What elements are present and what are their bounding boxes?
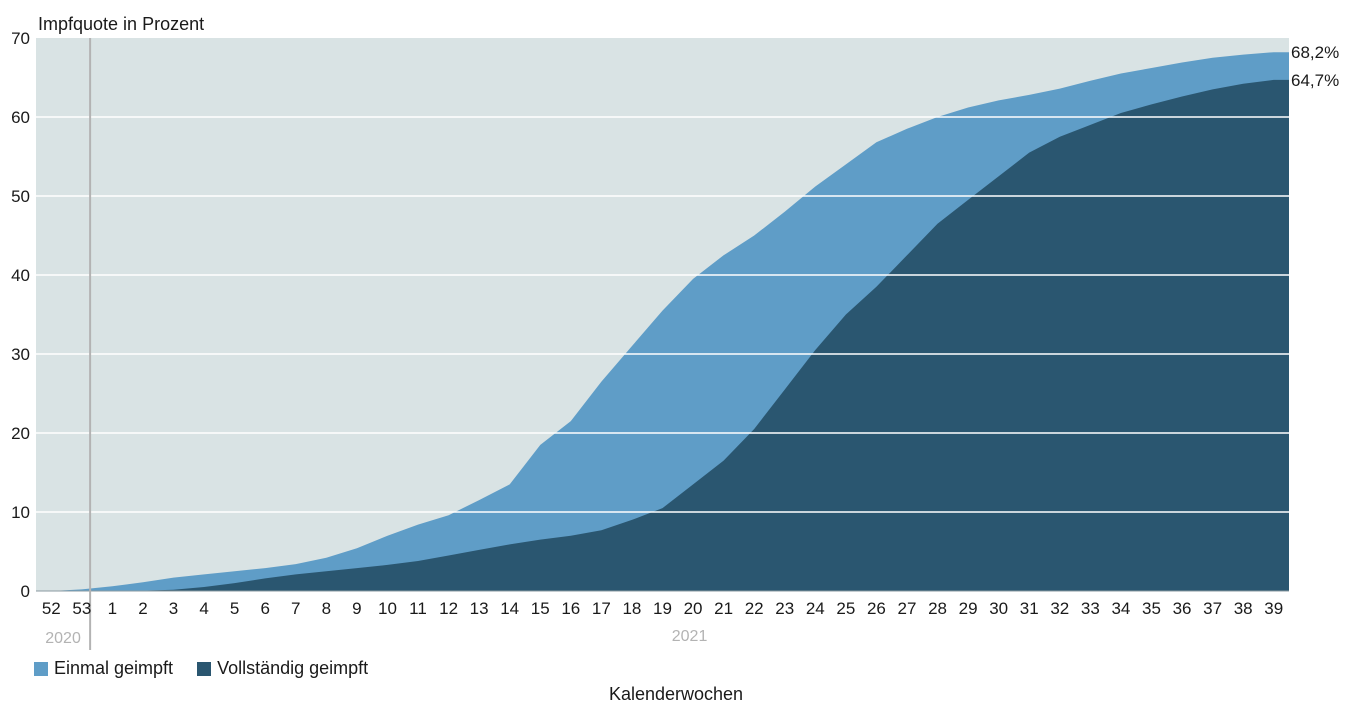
year-label-2020: 2020	[45, 630, 81, 647]
legend-item-einmal: Einmal geimpft	[34, 658, 173, 679]
x-tick-label: 23	[775, 599, 794, 618]
legend-label-vollstaendig: Vollständig geimpft	[217, 658, 369, 678]
x-tick-label: 8	[322, 599, 331, 618]
x-tick-label: 15	[531, 599, 550, 618]
legend-swatch-vollstaendig	[197, 661, 212, 676]
y-tick-label: 20	[11, 424, 30, 443]
x-tick-label: 20	[684, 599, 703, 618]
x-tick-label: 5	[230, 599, 239, 618]
x-tick-label: 53	[72, 599, 91, 618]
x-tick-label: 35	[1142, 599, 1161, 618]
y-tick-label: 30	[11, 345, 30, 364]
y-tick-label: 0	[21, 582, 30, 601]
x-tick-label: 2	[138, 599, 147, 618]
x-tick-label: 21	[714, 599, 733, 618]
x-tick-label: 18	[622, 599, 641, 618]
x-tick-label: 7	[291, 599, 300, 618]
x-tick-label: 29	[959, 599, 978, 618]
legend-label-einmal: Einmal geimpft	[54, 658, 174, 678]
x-tick-label: 33	[1081, 599, 1100, 618]
x-tick-label: 26	[867, 599, 886, 618]
x-axis-title: Kalenderwochen	[608, 684, 744, 704]
x-tick-label: 38	[1234, 599, 1253, 618]
y-tick-label: 60	[11, 108, 30, 127]
x-tick-label: 10	[378, 599, 397, 618]
x-tick-label: 17	[592, 599, 611, 618]
x-tick-label: 28	[928, 599, 947, 618]
x-tick-label: 31	[1020, 599, 1039, 618]
x-tick-label: 52	[42, 599, 61, 618]
x-tick-label: 39	[1264, 599, 1283, 618]
x-tick-label: 27	[898, 599, 917, 618]
x-tick-label: 9	[352, 599, 361, 618]
legend: Einmal geimpft Vollständig geimpft	[34, 658, 368, 679]
y-tick-label: 50	[11, 187, 30, 206]
x-tick-label: 22	[745, 599, 764, 618]
x-tick-label: 19	[653, 599, 672, 618]
x-tick-label: 12	[439, 599, 458, 618]
x-tick-label: 1	[108, 599, 117, 618]
y-tick-label: 10	[11, 503, 30, 522]
year-label-2021: 2021	[672, 628, 708, 645]
end-label-series-0: 68,2%	[1291, 43, 1339, 62]
x-tick-label: 16	[561, 599, 580, 618]
x-tick-label: 32	[1050, 599, 1069, 618]
y-axis-title: Impfquote in Prozent	[38, 14, 205, 34]
x-tick-label: 14	[500, 599, 519, 618]
x-tick-label: 13	[470, 599, 489, 618]
area-series-1	[36, 79, 1289, 592]
legend-item-vollstaendig: Vollständig geimpft	[197, 658, 368, 679]
y-tick-label: 40	[11, 266, 30, 285]
x-tick-label: 11	[409, 599, 427, 618]
y-tick-label: 70	[11, 29, 30, 48]
x-tick-label: 3	[169, 599, 178, 618]
x-tick-label: 36	[1173, 599, 1192, 618]
x-tick-label: 6	[260, 599, 269, 618]
x-tick-label: 37	[1203, 599, 1222, 618]
x-tick-label: 30	[989, 599, 1008, 618]
x-tick-label: 4	[199, 599, 208, 618]
x-tick-label: 25	[836, 599, 855, 618]
x-tick-label: 24	[806, 599, 825, 618]
x-tick-label: 34	[1111, 599, 1130, 618]
legend-swatch-einmal	[34, 661, 48, 676]
end-label-series-1: 64,7%	[1291, 71, 1339, 90]
